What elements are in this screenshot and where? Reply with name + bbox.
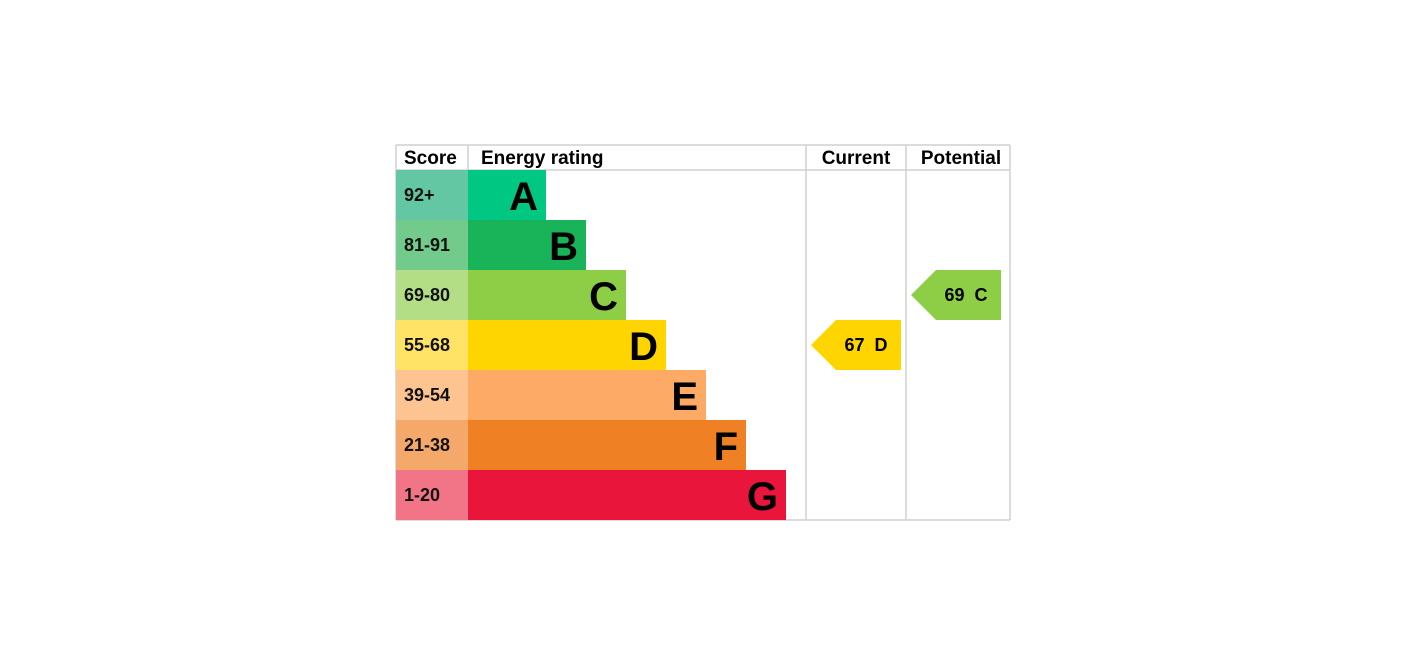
score-cell-c — [396, 270, 468, 320]
header-potential: Potential — [921, 148, 1001, 169]
band-bar-c — [468, 270, 626, 320]
band-letter-f: F — [714, 425, 738, 469]
score-cell-f — [396, 420, 468, 470]
band-letter-g: G — [747, 475, 778, 519]
score-range-c: 69-80 — [404, 285, 450, 305]
band-letter-d: D — [629, 325, 658, 369]
potential-rating-label: 69 C — [944, 285, 987, 305]
score-cell-g — [396, 470, 468, 520]
band-letter-a: A — [509, 175, 538, 219]
band-bar-b — [468, 220, 586, 270]
current-rating-arrow — [811, 320, 901, 370]
header-score: Score — [404, 148, 457, 169]
score-range-a: 92+ — [404, 185, 435, 205]
score-cell-e — [396, 370, 468, 420]
band-bar-a — [468, 170, 546, 220]
score-cell-b — [396, 220, 468, 270]
potential-rating-arrow — [911, 270, 1001, 320]
score-cell-d — [396, 320, 468, 370]
band-letter-b: B — [549, 225, 578, 269]
score-range-d: 55-68 — [404, 335, 450, 355]
score-range-g: 1-20 — [404, 485, 440, 505]
score-range-f: 21-38 — [404, 435, 450, 455]
header-energy-rating: Energy rating — [481, 148, 603, 169]
score-range-b: 81-91 — [404, 235, 450, 255]
band-bar-g — [468, 470, 786, 520]
score-range-e: 39-54 — [404, 385, 450, 405]
band-letter-c: C — [589, 275, 618, 319]
band-bar-d — [468, 320, 666, 370]
current-rating-label: 67 D — [844, 335, 887, 355]
band-letter-e: E — [671, 375, 698, 419]
header-current: Current — [822, 148, 891, 169]
band-bar-e — [468, 370, 706, 420]
band-bar-f — [468, 420, 746, 470]
score-cell-a — [396, 170, 468, 220]
